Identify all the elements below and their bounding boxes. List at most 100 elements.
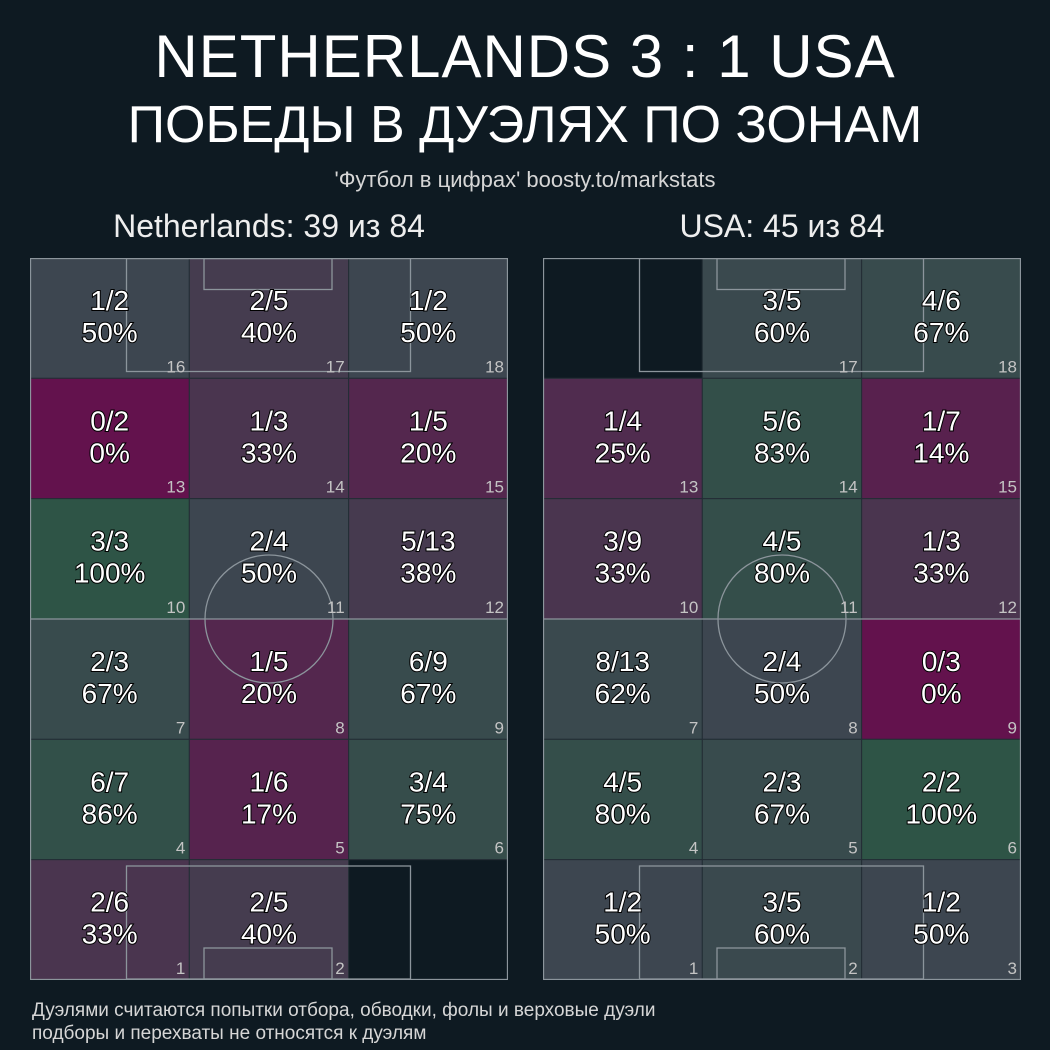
usa-zone-8-number: 8 <box>848 718 857 737</box>
chart-subtitle: ПОБЕДЫ В ДУЭЛЯХ ПО ЗОНАМ <box>127 96 923 154</box>
netherlands-zone-18-percent: 50% <box>400 317 456 348</box>
usa-zone-18-cell <box>861 258 1021 379</box>
chart-title: NETHERLANDS 3 : 1 USA <box>154 23 896 90</box>
usa-zone-7-number: 7 <box>689 718 698 737</box>
usa-zone-10-number: 10 <box>679 598 698 617</box>
netherlands-zone-14-percent: 33% <box>241 437 297 468</box>
usa-zone-2-number: 2 <box>848 959 857 978</box>
usa-zone-9-cell <box>861 618 1021 740</box>
netherlands-zone-14-number: 14 <box>326 478 345 497</box>
netherlands-zone-17-number: 17 <box>326 357 345 376</box>
usa-zone-15-percent: 14% <box>913 437 969 468</box>
netherlands-top-goal-box <box>203 258 333 291</box>
netherlands-zone-18-number: 18 <box>485 357 504 376</box>
netherlands-zone-4-percent: 86% <box>82 798 138 829</box>
netherlands-zone-13-fraction: 0/2 <box>90 405 129 436</box>
netherlands-zone-11-fraction: 2/4 <box>250 526 289 557</box>
netherlands-bottom-goal-box <box>203 947 333 980</box>
usa-zone-2-fraction: 3/5 <box>763 887 802 918</box>
usa-zone-3-fraction: 1/2 <box>922 887 961 918</box>
netherlands-zone-1-percent: 33% <box>82 919 138 950</box>
usa-zone-17-percent: 60% <box>754 317 810 348</box>
netherlands-zone-6-cell <box>348 738 508 861</box>
usa-zone-17-number: 17 <box>839 357 858 376</box>
netherlands-zone-4-cell <box>30 738 190 861</box>
usa-bottom-goal-box <box>716 947 846 980</box>
usa-zone-18-number: 18 <box>998 357 1017 376</box>
netherlands-zone-12-number: 12 <box>485 598 504 617</box>
usa-zone-17-cell <box>701 258 863 379</box>
usa-zone-6-percent: 100% <box>906 798 978 829</box>
usa-zone-4-cell <box>543 738 703 861</box>
netherlands-zone-13-number: 13 <box>166 478 185 497</box>
usa-zone-11-fraction: 4/5 <box>763 526 802 557</box>
netherlands-zone-11-percent: 50% <box>241 558 297 589</box>
netherlands-zone-6-percent: 75% <box>400 798 456 829</box>
usa-zone-10-fraction: 3/9 <box>603 526 642 557</box>
netherlands-zone-8-number: 8 <box>335 718 344 737</box>
usa-zone-17-fraction: 3/5 <box>763 285 802 316</box>
usa-zone-16-cell <box>543 258 703 379</box>
usa-zone-13-fraction: 1/4 <box>603 405 642 436</box>
netherlands-zone-10-fraction: 3/3 <box>90 526 129 557</box>
netherlands-zone-1-cell <box>30 859 190 980</box>
netherlands-title: Netherlands: 39 из 84 <box>113 208 425 244</box>
usa-zone-15-number: 15 <box>998 478 1017 497</box>
netherlands-zone-7-fraction: 2/3 <box>90 646 129 677</box>
netherlands-zone-3-cell <box>348 859 508 980</box>
usa-zone-5-percent: 67% <box>754 798 810 829</box>
usa-zone-3-percent: 50% <box>913 919 969 950</box>
usa-zone-2-percent: 60% <box>754 919 810 950</box>
netherlands-zone-9-percent: 67% <box>400 678 456 709</box>
netherlands-zone-16-number: 16 <box>166 357 185 376</box>
usa-zone-6-cell <box>861 738 1021 861</box>
usa-zone-10-cell <box>543 498 703 620</box>
netherlands-zone-14-fraction: 1/3 <box>250 405 289 436</box>
usa-zone-14-percent: 83% <box>754 437 810 468</box>
netherlands-zone-8-fraction: 1/5 <box>250 646 289 677</box>
netherlands-zone-16-fraction: 1/2 <box>90 285 129 316</box>
usa-title: USA: 45 из 84 <box>679 208 885 244</box>
netherlands-zone-2-number: 2 <box>335 959 344 978</box>
netherlands-zone-15-number: 15 <box>485 478 504 497</box>
netherlands-zone-5-fraction: 1/6 <box>250 766 289 797</box>
netherlands-zone-1-number: 1 <box>176 959 185 978</box>
usa-zone-5-number: 5 <box>848 839 857 858</box>
netherlands-zone-10-cell <box>30 498 190 620</box>
usa-zone-15-cell <box>861 377 1021 500</box>
netherlands-zone-13-cell <box>30 377 190 500</box>
netherlands-zone-6-fraction: 3/4 <box>409 766 448 797</box>
netherlands-zone-7-number: 7 <box>176 718 185 737</box>
usa-zone-18-percent: 67% <box>913 317 969 348</box>
netherlands-zone-4-number: 4 <box>176 839 185 858</box>
netherlands-zone-16-percent: 50% <box>82 317 138 348</box>
netherlands-zone-6-number: 6 <box>495 839 504 858</box>
usa-zone-6-fraction: 2/2 <box>922 766 961 797</box>
usa-pitch-heatmap: 3/5 60% 17 4/6 67% 18 1/4 25% 13 5/6 83% 14 1/7 14% 15… <box>543 258 1021 980</box>
usa-zone-4-fraction: 4/5 <box>603 766 642 797</box>
usa-zone-8-fraction: 2/4 <box>763 646 802 677</box>
netherlands-zone-5-number: 5 <box>335 839 344 858</box>
netherlands-center-circle <box>204 554 334 684</box>
netherlands-pitch-heatmap: 1/2 50% 16 2/5 40% 17 1/2 50% 18 0/2 0% 13 1/3 33% 14 1… <box>30 258 508 980</box>
usa-zone-4-number: 4 <box>689 839 698 858</box>
usa-zone-15-fraction: 1/7 <box>922 405 961 436</box>
credit-line: 'Футбол в цифрах' boosty.to/markstats <box>334 167 716 192</box>
usa-zone-12-cell <box>861 498 1021 620</box>
usa-zone-2-cell <box>701 859 863 980</box>
usa-zone-3-number: 3 <box>1008 959 1017 978</box>
usa-zone-9-fraction: 0/3 <box>922 646 961 677</box>
usa-zone-11-percent: 80% <box>754 558 810 589</box>
usa-zone-11-cell <box>701 498 863 620</box>
usa-zone-12-number: 12 <box>998 598 1017 617</box>
netherlands-zone-9-cell <box>348 618 508 740</box>
netherlands-zone-7-percent: 67% <box>82 678 138 709</box>
netherlands-zone-9-fraction: 6/9 <box>409 646 448 677</box>
netherlands-zone-14-cell <box>188 377 350 500</box>
usa-top-goal-box <box>716 258 846 291</box>
netherlands-zone-15-cell <box>348 377 508 500</box>
netherlands-zone-11-cell <box>188 498 350 620</box>
footnote: Дуэлями считаются попытки отбора, обводк… <box>32 999 1022 1045</box>
netherlands-zone-13-percent: 0% <box>89 437 129 468</box>
usa-zone-14-number: 14 <box>839 478 858 497</box>
